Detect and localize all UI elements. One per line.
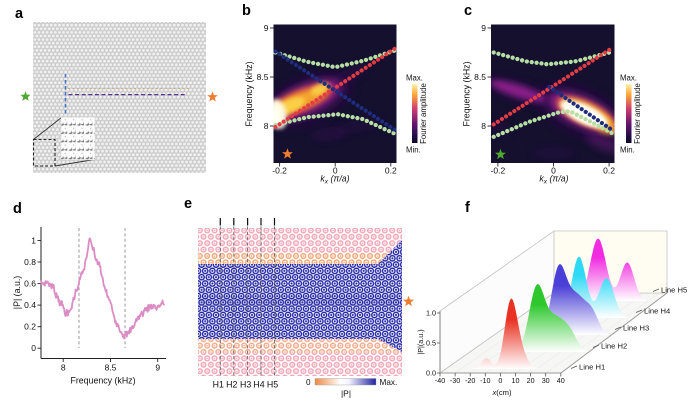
svg-text:Max.: Max. [406, 74, 423, 83]
svg-text:0: 0 [551, 166, 556, 176]
svg-text:Line H1: Line H1 [579, 362, 605, 371]
svg-text:Max.: Max. [620, 74, 637, 83]
svg-text:0.8: 0.8 [24, 257, 36, 267]
svg-text:0.0: 0.0 [426, 369, 436, 378]
svg-text:H1: H1 [213, 380, 224, 390]
svg-text:f: f [465, 200, 470, 216]
svg-text:Frequency (kHz): Frequency (kHz) [462, 61, 472, 126]
svg-text:Line H5: Line H5 [661, 285, 687, 294]
svg-text:Frequency (kHz): Frequency (kHz) [244, 61, 254, 126]
svg-text:10: 10 [512, 376, 520, 385]
svg-text:0.2: 0.2 [603, 166, 615, 176]
svg-text:-0.2: -0.2 [272, 166, 287, 176]
svg-text:8.5: 8.5 [257, 72, 269, 82]
svg-text:20: 20 [527, 376, 535, 385]
svg-text:kx (π/a): kx (π/a) [320, 174, 349, 186]
svg-text:0.2: 0.2 [385, 166, 397, 176]
svg-text:9: 9 [481, 23, 486, 33]
svg-text:40: 40 [557, 376, 565, 385]
svg-text:Line H2: Line H2 [601, 341, 627, 350]
svg-text:|P| (a.u.): |P| (a.u.) [12, 276, 22, 309]
svg-text:0: 0 [306, 378, 311, 387]
svg-text:kx (π/a): kx (π/a) [539, 174, 568, 186]
svg-text:0: 0 [498, 376, 502, 385]
svg-text:a: a [15, 6, 24, 22]
svg-text:8.5: 8.5 [474, 72, 486, 82]
svg-text:-0.2: -0.2 [491, 166, 506, 176]
svg-text:1: 1 [31, 235, 36, 245]
svg-text:Frequency (kHz): Frequency (kHz) [70, 376, 135, 386]
svg-text:b: b [242, 3, 251, 19]
svg-text:d: d [13, 201, 22, 217]
svg-text:9: 9 [264, 23, 269, 33]
svg-text:H4: H4 [253, 380, 264, 390]
svg-text:0.6: 0.6 [24, 278, 36, 288]
svg-text:Line H4: Line H4 [644, 306, 670, 315]
svg-text:x(cm): x(cm) [492, 388, 512, 397]
svg-text:8: 8 [264, 121, 269, 131]
svg-text:c: c [464, 3, 472, 19]
svg-text:-40: -40 [435, 376, 445, 385]
svg-text:Fourier amplitude: Fourier amplitude [419, 83, 428, 144]
svg-text:-10: -10 [480, 376, 490, 385]
svg-text:H2: H2 [226, 380, 237, 390]
svg-text:Min.: Min. [620, 146, 635, 155]
svg-text:|P|(a.u.): |P|(a.u.) [416, 329, 425, 354]
svg-text:8: 8 [61, 363, 66, 373]
svg-text:0.4: 0.4 [24, 300, 36, 310]
svg-text:Min.: Min. [406, 146, 421, 155]
svg-text:Fourier amplitude: Fourier amplitude [633, 83, 642, 144]
svg-text:0.5: 0.5 [426, 339, 436, 348]
svg-text:8.5: 8.5 [105, 363, 117, 373]
svg-text:e: e [184, 196, 192, 212]
svg-text:H3: H3 [240, 380, 251, 390]
svg-text:Line H3: Line H3 [623, 323, 649, 332]
svg-text:0: 0 [333, 166, 338, 176]
svg-text:8: 8 [481, 121, 486, 131]
svg-text:Max.: Max. [380, 378, 398, 387]
svg-text:30: 30 [542, 376, 550, 385]
svg-text:H5: H5 [267, 380, 278, 390]
svg-text:0.2: 0.2 [24, 322, 36, 332]
svg-text:1.0: 1.0 [426, 309, 436, 318]
svg-text:-20: -20 [465, 376, 475, 385]
svg-text:-30: -30 [450, 376, 460, 385]
svg-text:0: 0 [31, 343, 36, 353]
svg-text:|P|: |P| [341, 389, 351, 399]
svg-text:9: 9 [155, 363, 160, 373]
